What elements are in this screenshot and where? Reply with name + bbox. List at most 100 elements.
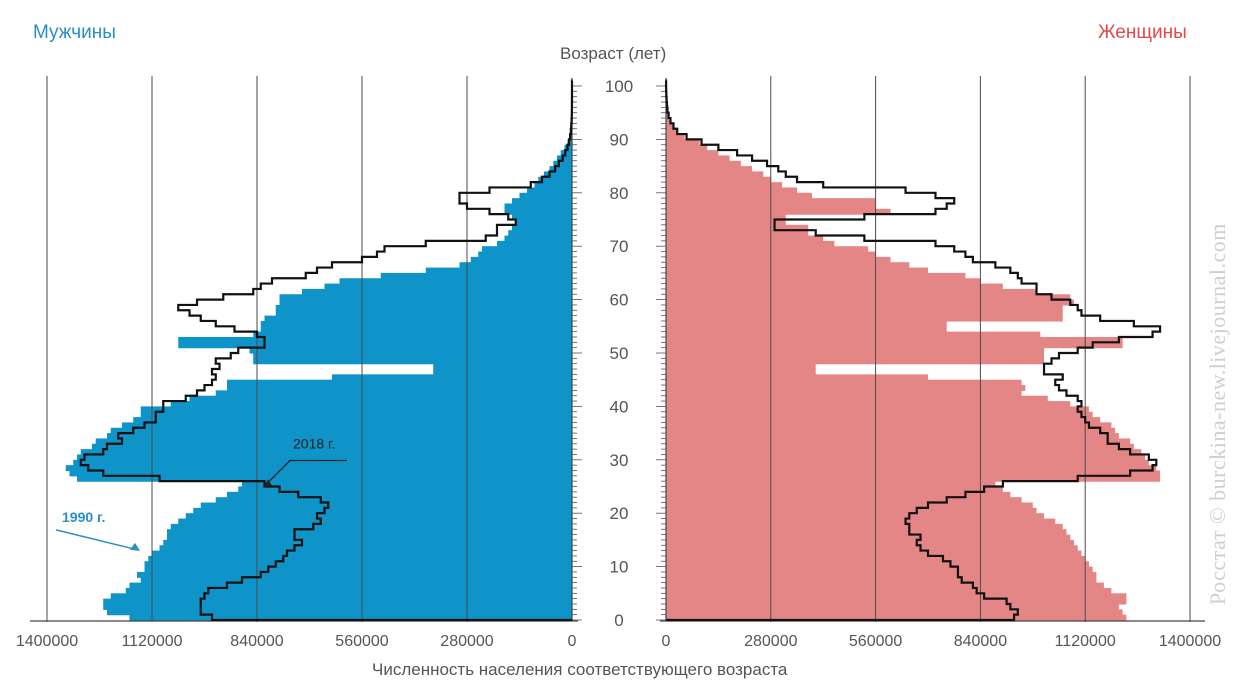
bar-women-1990 <box>666 299 1074 306</box>
bar-women-1990 <box>666 550 1082 557</box>
annotation-1990-arrow <box>55 529 139 551</box>
women-title: Женщины <box>1098 22 1187 43</box>
bar-women-1990 <box>666 406 1089 413</box>
bar-women-1990 <box>666 363 816 370</box>
bar-women-1990 <box>666 534 1071 541</box>
annotation-1990: 1990 г. <box>62 509 105 525</box>
bar-women-1990 <box>666 272 966 279</box>
bar-men-1990 <box>167 534 572 541</box>
bar-men-1990 <box>508 230 572 237</box>
bar-women-1990 <box>666 529 1067 536</box>
bar-women-1990 <box>666 283 1003 290</box>
bar-women-1990 <box>666 288 1037 295</box>
bar-women-1990 <box>666 481 996 488</box>
bar-men-1990 <box>65 465 572 472</box>
bar-women-1990 <box>666 358 1045 365</box>
bar-women-1990 <box>666 539 1074 546</box>
bar-women-1990 <box>666 128 678 135</box>
bar-women-1990 <box>666 208 891 215</box>
bar-men-1990 <box>73 459 572 466</box>
bar-men-1990 <box>543 171 572 178</box>
bar-women-1990 <box>666 545 1078 552</box>
bar-men-1990 <box>137 571 572 578</box>
bar-women-1990 <box>666 417 1101 424</box>
bar-women-1990 <box>666 486 1003 493</box>
bar-men-1990 <box>77 475 572 482</box>
bar-men-1990 <box>242 481 572 488</box>
bar-women-1990 <box>666 342 1123 349</box>
bar-men-1990 <box>227 385 572 391</box>
bar-women-1990 <box>666 256 891 263</box>
bar-women-1990 <box>666 566 1093 573</box>
bar-men-1990 <box>133 417 572 424</box>
x-tick-label-women: 840000 <box>954 633 1007 650</box>
bar-women-1990 <box>666 176 771 183</box>
bar-women-1990 <box>666 219 786 226</box>
bar-women-1990 <box>666 614 1127 621</box>
bar-men-1990 <box>167 529 572 536</box>
bar-women-1990 <box>666 507 1037 514</box>
bar-men-1990 <box>227 379 572 386</box>
age-tick-label: 30 <box>610 451 629 470</box>
bar-men-1990 <box>459 262 572 269</box>
outline-women-2018 <box>664 79 1162 622</box>
bar-men-1990 <box>504 203 572 210</box>
bar-women-1990 <box>666 497 1022 504</box>
bar-men-1990 <box>560 150 572 157</box>
bar-men-1990 <box>482 246 572 253</box>
x-tick-label-men: 0 <box>568 633 577 650</box>
x-tick-label-women: 0 <box>662 633 671 650</box>
bar-women-1990 <box>666 347 1045 354</box>
bar-men-1990 <box>110 427 572 434</box>
bar-men-1990 <box>80 449 572 456</box>
bar-women-1990 <box>666 475 1161 482</box>
bar-men-1990 <box>512 224 572 231</box>
bar-men-1990 <box>478 251 572 258</box>
bar-men-1990 <box>107 433 572 440</box>
bar-men-1990 <box>275 310 572 317</box>
x-tick-label-women: 1120000 <box>1055 633 1116 650</box>
bar-women-1990 <box>666 603 1119 610</box>
x-axis-title: Численность населения соответствующего в… <box>372 660 788 679</box>
bar-women-1990 <box>666 123 674 130</box>
annotation-1990-arrowhead <box>130 542 140 551</box>
bar-women-1990 <box>666 465 1157 472</box>
bar-women-1990 <box>666 240 835 247</box>
bar-men-1990 <box>163 539 572 546</box>
bar-women-1990 <box>666 454 1146 461</box>
bar-men-1990 <box>279 299 572 306</box>
bar-women-1990 <box>666 459 1149 466</box>
bar-women-1990 <box>666 171 764 178</box>
bar-men-1990 <box>549 166 572 173</box>
outline-men-2018 <box>79 79 574 622</box>
bar-men-1990 <box>339 278 572 285</box>
bar-women-1990 <box>666 491 1011 498</box>
bar-men-1990 <box>470 256 572 263</box>
age-tick-label: 60 <box>610 291 629 310</box>
bar-men-1990 <box>215 497 572 504</box>
bar-men-1990 <box>512 214 572 221</box>
bar-women-1990 <box>666 134 685 140</box>
age-tick-label: 100 <box>605 77 633 96</box>
bar-men-1990 <box>170 523 572 530</box>
bar-women-1990 <box>666 144 708 151</box>
bar-women-1990 <box>666 315 1063 322</box>
bar-women-1990 <box>666 438 1131 445</box>
bar-women-1990 <box>666 385 1026 391</box>
bar-women-1990 <box>666 470 1161 477</box>
bar-women-1990 <box>666 411 1093 418</box>
bar-men-1990 <box>425 267 572 274</box>
bar-women-1990 <box>666 582 1104 589</box>
bar-women-1990 <box>666 518 1056 525</box>
bar-women-1990 <box>666 160 741 167</box>
bar-men-1990 <box>279 294 572 301</box>
bar-women-1990 <box>666 304 1063 311</box>
age-tick-label: 10 <box>610 558 629 577</box>
bar-women-1990 <box>666 443 1134 450</box>
bar-men-1990 <box>557 155 572 162</box>
x-tick-label-men: 280000 <box>440 633 493 650</box>
bar-men-1990 <box>144 561 572 568</box>
bar-women-1990 <box>666 326 947 333</box>
bar-women-1990 <box>666 433 1119 440</box>
bar-women-1990 <box>666 598 1127 605</box>
